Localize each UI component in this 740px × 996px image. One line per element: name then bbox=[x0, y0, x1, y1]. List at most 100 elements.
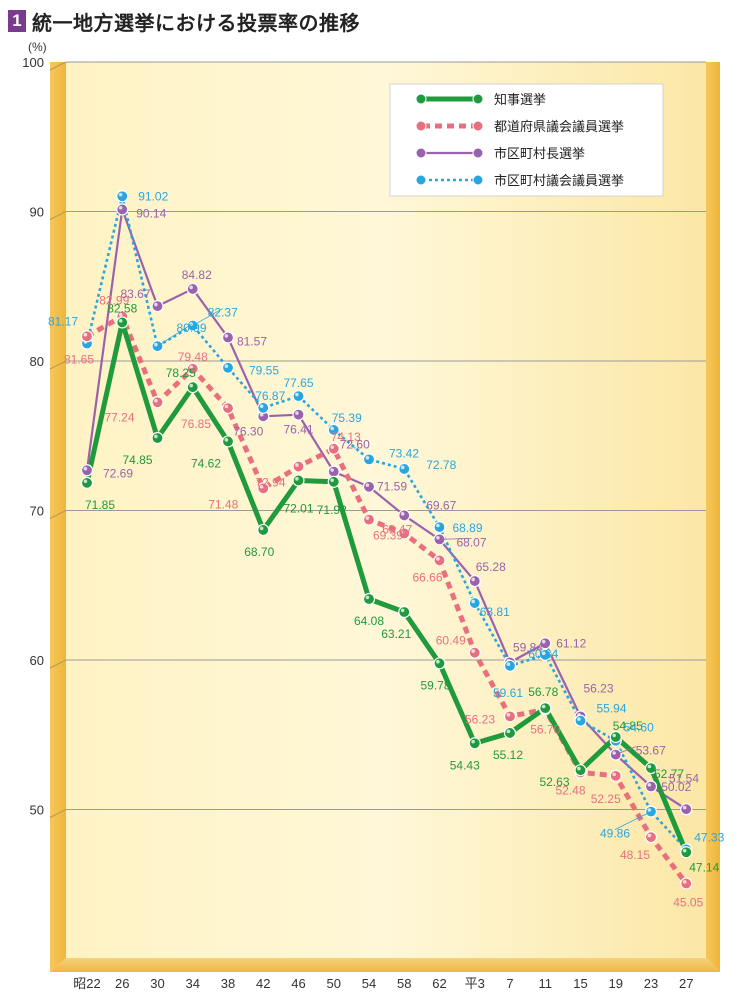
point-governor bbox=[680, 846, 693, 859]
plot-right-wall bbox=[706, 62, 720, 972]
point-governor bbox=[468, 737, 481, 750]
series-line-mayor bbox=[85, 208, 687, 811]
legend-box bbox=[389, 83, 664, 197]
point-governor bbox=[292, 474, 305, 487]
data-label-pref_assembly: 56.70 bbox=[530, 722, 560, 736]
data-label-mayor: 69.67 bbox=[426, 498, 456, 512]
point-highlight bbox=[436, 523, 440, 528]
point-highlight bbox=[647, 808, 652, 812]
data-label-pref_assembly: 68.47 bbox=[382, 522, 412, 536]
point-highlight bbox=[541, 651, 546, 656]
data-labels: 71.85 82.58 74.85 78.25 74.62 68.70 72.01 71.92… bbox=[48, 189, 725, 909]
point-highlight bbox=[330, 426, 334, 431]
point-highlight bbox=[471, 599, 475, 604]
x-tick-label: 23 bbox=[644, 976, 658, 991]
point-highlight bbox=[154, 398, 158, 403]
data-label-governor: 74.62 bbox=[191, 456, 221, 470]
point-governor bbox=[362, 592, 376, 606]
point-pref_assembly bbox=[468, 646, 481, 659]
data-label-governor: 56.78 bbox=[528, 685, 558, 699]
data-label-governor: 74.85 bbox=[122, 453, 152, 467]
point-highlight bbox=[436, 557, 440, 561]
data-label-pref_assembly: 74.13 bbox=[331, 430, 361, 444]
data-label-pref_assembly: 45.05 bbox=[673, 896, 703, 910]
data-label-muni_assembly: 72.78 bbox=[426, 458, 456, 472]
point-governor bbox=[116, 316, 129, 329]
point-highlight bbox=[365, 455, 370, 460]
title-number: 1 bbox=[8, 10, 26, 32]
data-label-muni_assembly: 91.02 bbox=[138, 189, 168, 203]
point-muni_assembly bbox=[433, 520, 446, 534]
point-highlight bbox=[541, 704, 546, 709]
gridline-side-80 bbox=[49, 360, 67, 370]
point-mayor bbox=[362, 480, 376, 493]
x-axis-ticks: 昭22 26 30 34 38 42 46 50 54 58 62 平3 7 11 15 19 23 27 bbox=[73, 976, 693, 991]
data-label-mayor: 72.69 bbox=[103, 466, 133, 480]
point-highlight bbox=[295, 477, 299, 481]
point-governor bbox=[433, 657, 446, 670]
gridline-side-90 bbox=[49, 211, 67, 220]
x-tick-label: 11 bbox=[539, 976, 553, 991]
plot-left-wall bbox=[50, 62, 66, 972]
point-highlight bbox=[83, 479, 88, 484]
legend-label-pref_assembly: 都道府県議会議員選挙 bbox=[494, 119, 624, 134]
data-label-mayor: 76.41 bbox=[283, 423, 313, 437]
data-label-governor: 59.78 bbox=[420, 678, 450, 692]
y-tick-label: 70 bbox=[30, 504, 44, 519]
leader-line-mayor bbox=[615, 746, 636, 756]
data-label-muni_assembly: 81.17 bbox=[48, 315, 78, 329]
data-label-muni_assembly: 54.60 bbox=[624, 721, 654, 735]
data-label-governor: 71.85 bbox=[85, 498, 115, 512]
point-highlight bbox=[471, 739, 475, 744]
point-highlight bbox=[471, 649, 475, 653]
point-muni_assembly bbox=[292, 390, 305, 403]
data-label-mayor: 83.67 bbox=[120, 287, 150, 301]
point-pref_assembly bbox=[362, 513, 376, 526]
point-muni_assembly bbox=[503, 659, 517, 672]
x-tick-label: 7 bbox=[506, 976, 513, 991]
y-tick-label: 60 bbox=[30, 653, 44, 668]
leader-line-muni_assembly bbox=[157, 323, 192, 347]
point-governor bbox=[503, 726, 517, 740]
point-governor bbox=[539, 702, 552, 715]
title-text: 統一地方選挙における投票率の推移 bbox=[32, 12, 360, 35]
point-governor bbox=[257, 523, 270, 537]
point-highlight bbox=[330, 468, 334, 472]
point-muni_assembly bbox=[221, 361, 235, 374]
data-label-pref_assembly: 60.49 bbox=[436, 634, 466, 648]
point-highlight bbox=[224, 438, 229, 442]
data-label-mayor: 81.57 bbox=[237, 335, 267, 349]
data-label-muni_assembly: 59.61 bbox=[493, 686, 523, 700]
leader-line-mayor bbox=[439, 537, 472, 540]
point-highlight bbox=[365, 516, 370, 520]
point-highlight bbox=[682, 880, 687, 884]
point-highlight bbox=[365, 595, 370, 600]
point-highlight bbox=[295, 463, 299, 467]
data-label-muni_assembly: 76.87 bbox=[255, 389, 285, 403]
data-label-mayor: 53.67 bbox=[636, 744, 666, 758]
data-label-governor: 52.77 bbox=[654, 767, 684, 781]
legend-marker-left bbox=[415, 120, 427, 132]
plot-floor bbox=[50, 958, 720, 972]
point-mayor bbox=[680, 803, 693, 816]
data-label-governor: 54.85 bbox=[613, 719, 643, 733]
point-highlight bbox=[154, 342, 158, 347]
data-label-governor: 78.25 bbox=[166, 366, 196, 380]
data-label-governor: 52.63 bbox=[539, 775, 569, 789]
point-highlight bbox=[295, 411, 299, 415]
data-label-mayor: 68.07 bbox=[456, 535, 486, 549]
point-mayor bbox=[116, 203, 129, 216]
point-pref_assembly bbox=[644, 831, 658, 844]
data-label-mayor: 50.02 bbox=[661, 780, 691, 794]
point-pref_assembly bbox=[221, 401, 235, 415]
series-line-governor bbox=[84, 319, 689, 854]
point-governor bbox=[186, 381, 199, 394]
point-pref_assembly bbox=[680, 877, 693, 890]
point-pref_assembly bbox=[433, 554, 446, 567]
y-axis-ticks: 50 60 70 80 90 100 bbox=[22, 55, 44, 818]
point-highlight bbox=[118, 319, 123, 323]
leader-line-muni_assembly bbox=[614, 811, 652, 830]
y-unit-label: (%) bbox=[28, 40, 47, 54]
x-tick-label: 62 bbox=[432, 976, 446, 991]
